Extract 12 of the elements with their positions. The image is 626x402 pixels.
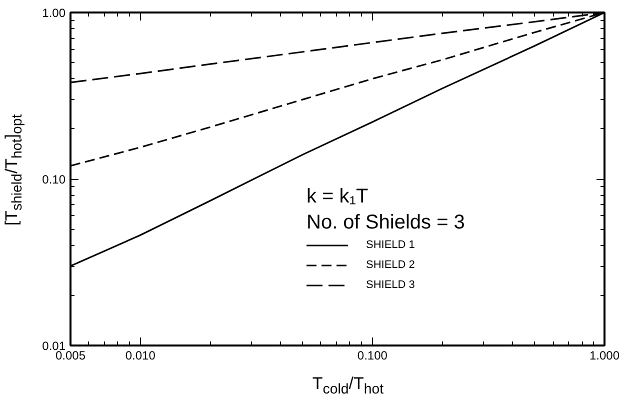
x-tick-label: 0.100 (357, 348, 388, 362)
legend-label: SHIELD 3 (366, 279, 415, 291)
y-tick-label: 1.00 (42, 6, 66, 20)
x-tick-label: 0.010 (125, 348, 156, 362)
legend-label: SHIELD 2 (366, 259, 415, 271)
x-tick-label: 0.005 (55, 348, 86, 362)
x-tick-label: 1.000 (589, 348, 620, 362)
annotation: No. of Shields = 3 (306, 212, 465, 234)
annotation: k = k₁T (306, 186, 368, 208)
x-axis-title: T$_{cold}$/T$_{hot}$ (312, 373, 384, 400)
legend-label: SHIELD 1 (366, 239, 415, 251)
y-tick-label: 0.10 (42, 172, 66, 186)
